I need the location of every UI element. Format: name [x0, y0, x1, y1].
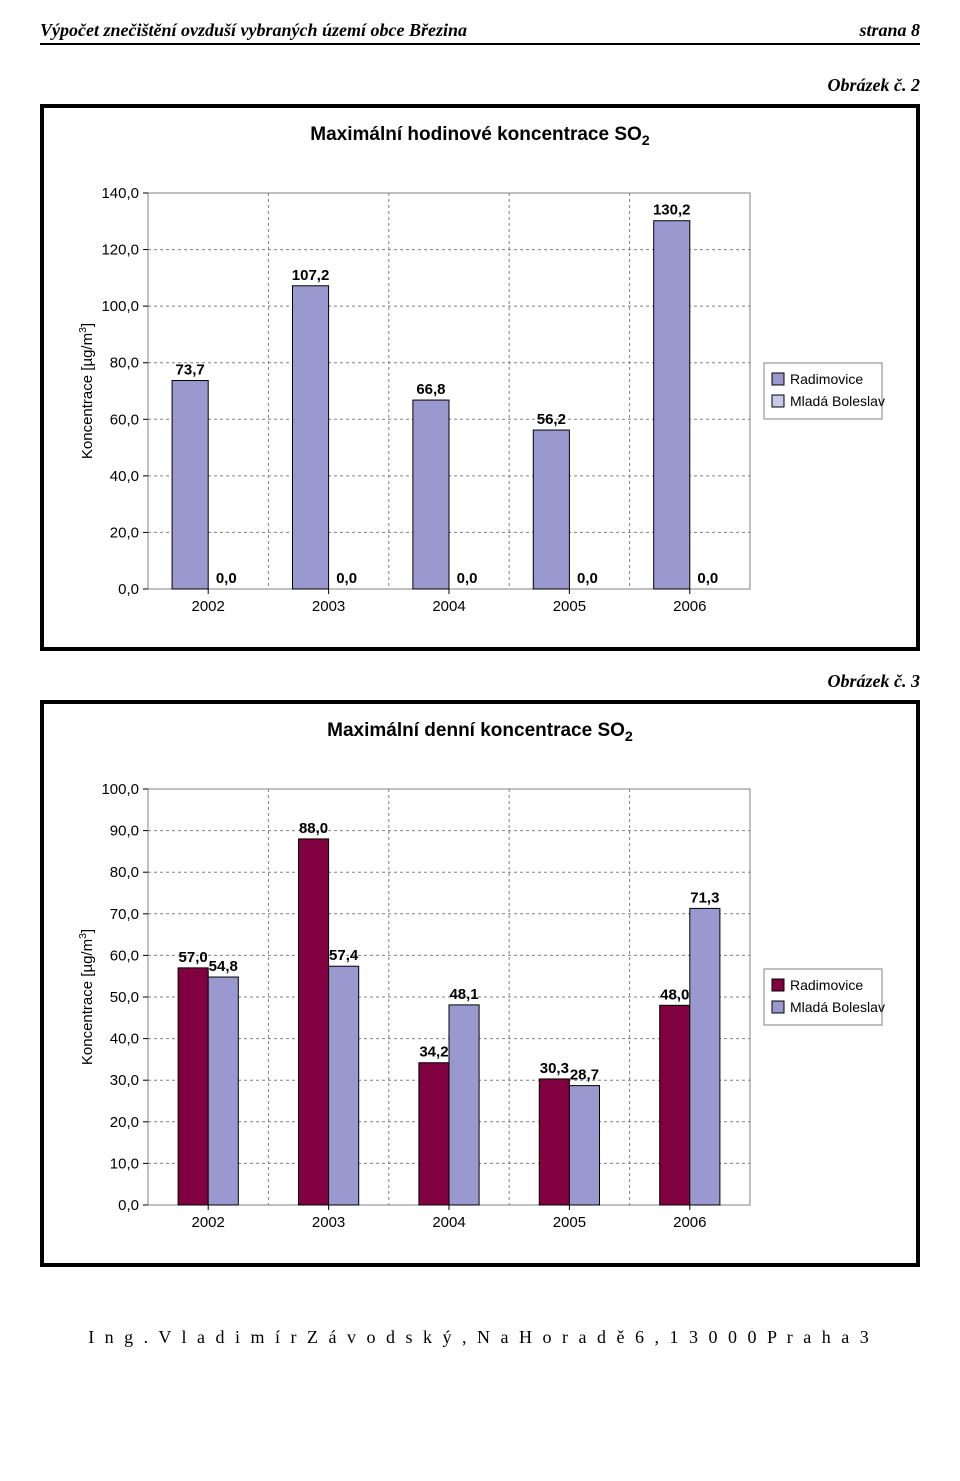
svg-text:2002: 2002 — [192, 1214, 225, 1231]
svg-text:30,3: 30,3 — [540, 1060, 569, 1077]
chart-title-sub-2: 2 — [625, 729, 633, 745]
svg-text:0,0: 0,0 — [577, 570, 598, 587]
svg-text:88,0: 88,0 — [299, 820, 328, 837]
page-footer: I n g . V l a d i m í r Z á v o d s k ý … — [40, 1327, 920, 1348]
svg-text:70,0: 70,0 — [110, 905, 139, 922]
chart-svg-1: 0,0 20,0 40,0 60,0 80,0 100,0 120,0 140,0 73,7 0,… — [70, 167, 890, 627]
svg-text:2005: 2005 — [553, 598, 586, 615]
svg-text:100,0: 100,0 — [101, 298, 139, 315]
svg-text:57,4: 57,4 — [329, 947, 359, 964]
page-wrapper: Výpočet znečištění ovzduší vybraných úze… — [0, 0, 960, 1388]
chart-box-1: Maximální hodinové koncentrace SO2 0,020… — [40, 104, 920, 651]
svg-text:2006: 2006 — [673, 598, 706, 615]
svg-text:Radimovice: Radimovice — [790, 371, 863, 387]
svg-text:20,0: 20,0 — [110, 524, 139, 541]
svg-text:2003: 2003 — [312, 1214, 345, 1231]
svg-text:50,0: 50,0 — [110, 989, 139, 1006]
figure-caption-2: Obrázek č. 3 — [40, 671, 920, 692]
svg-text:0,0: 0,0 — [216, 570, 237, 587]
chart-svg-2: 0,0 10,0 20,0 30,0 40,0 50,0 60,0 70,0 80,0 90,0 1… — [70, 763, 890, 1243]
svg-text:Koncentrace [µg/m3]: Koncentrace [µg/m3] — [77, 323, 96, 459]
svg-text:Mladá Boleslav: Mladá Boleslav — [790, 393, 885, 409]
figure-caption-1: Obrázek č. 2 — [40, 75, 920, 96]
chart-title-1: Maximální hodinové koncentrace SO2 — [58, 124, 902, 149]
svg-text:Radimovice: Radimovice — [790, 977, 863, 993]
svg-text:0,0: 0,0 — [118, 1197, 139, 1214]
chart-title-2: Maximální denní koncentrace SO2 — [58, 720, 902, 745]
header-title: Výpočet znečištění ovzduší vybraných úze… — [40, 20, 467, 41]
svg-text:73,7: 73,7 — [176, 361, 205, 378]
svg-text:60,0: 60,0 — [110, 947, 139, 964]
svg-text:130,2: 130,2 — [653, 202, 691, 219]
svg-text:30,0: 30,0 — [110, 1072, 139, 1089]
chart-title-text-2: Maximální denní koncentrace SO — [327, 720, 625, 741]
svg-text:2002: 2002 — [192, 598, 225, 615]
svg-text:48,1: 48,1 — [449, 985, 478, 1002]
svg-text:40,0: 40,0 — [110, 1030, 139, 1047]
chart-box-2: Maximální denní koncentrace SO2 0,0 10,0 2… — [40, 700, 920, 1267]
svg-text:2006: 2006 — [673, 1214, 706, 1231]
chart-title-sub-1: 2 — [642, 133, 650, 149]
chart-title-text-1: Maximální hodinové koncentrace SO — [310, 124, 642, 145]
svg-text:0,0: 0,0 — [118, 581, 139, 598]
svg-text:66,8: 66,8 — [416, 381, 445, 398]
svg-text:40,0: 40,0 — [110, 468, 139, 485]
svg-text:107,2: 107,2 — [292, 267, 330, 284]
svg-text:56,2: 56,2 — [537, 411, 566, 428]
svg-text:20,0: 20,0 — [110, 1113, 139, 1130]
svg-text:34,2: 34,2 — [419, 1043, 448, 1060]
svg-text:2004: 2004 — [432, 1214, 465, 1231]
svg-text:54,8: 54,8 — [209, 958, 238, 975]
svg-text:28,7: 28,7 — [570, 1066, 599, 1083]
svg-text:48,0: 48,0 — [660, 986, 689, 1003]
svg-text:0,0: 0,0 — [457, 570, 478, 587]
svg-text:60,0: 60,0 — [110, 411, 139, 428]
svg-text:120,0: 120,0 — [101, 241, 139, 258]
header-page-number: strana 8 — [859, 20, 920, 41]
svg-text:0,0: 0,0 — [336, 570, 357, 587]
svg-text:100,0: 100,0 — [101, 781, 139, 798]
page-header: Výpočet znečištění ovzduší vybraných úze… — [40, 20, 920, 45]
svg-text:Mladá Boleslav: Mladá Boleslav — [790, 999, 885, 1015]
svg-text:90,0: 90,0 — [110, 822, 139, 839]
svg-text:2004: 2004 — [432, 598, 465, 615]
svg-text:10,0: 10,0 — [110, 1155, 139, 1172]
svg-text:80,0: 80,0 — [110, 864, 139, 881]
svg-text:140,0: 140,0 — [101, 185, 139, 202]
svg-text:71,3: 71,3 — [690, 889, 719, 906]
svg-text:Koncentrace [µg/m3]: Koncentrace [µg/m3] — [77, 928, 96, 1064]
svg-text:80,0: 80,0 — [110, 355, 139, 372]
svg-text:2005: 2005 — [553, 1214, 586, 1231]
svg-text:0,0: 0,0 — [697, 570, 718, 587]
svg-text:2003: 2003 — [312, 598, 345, 615]
svg-text:57,0: 57,0 — [179, 948, 208, 965]
